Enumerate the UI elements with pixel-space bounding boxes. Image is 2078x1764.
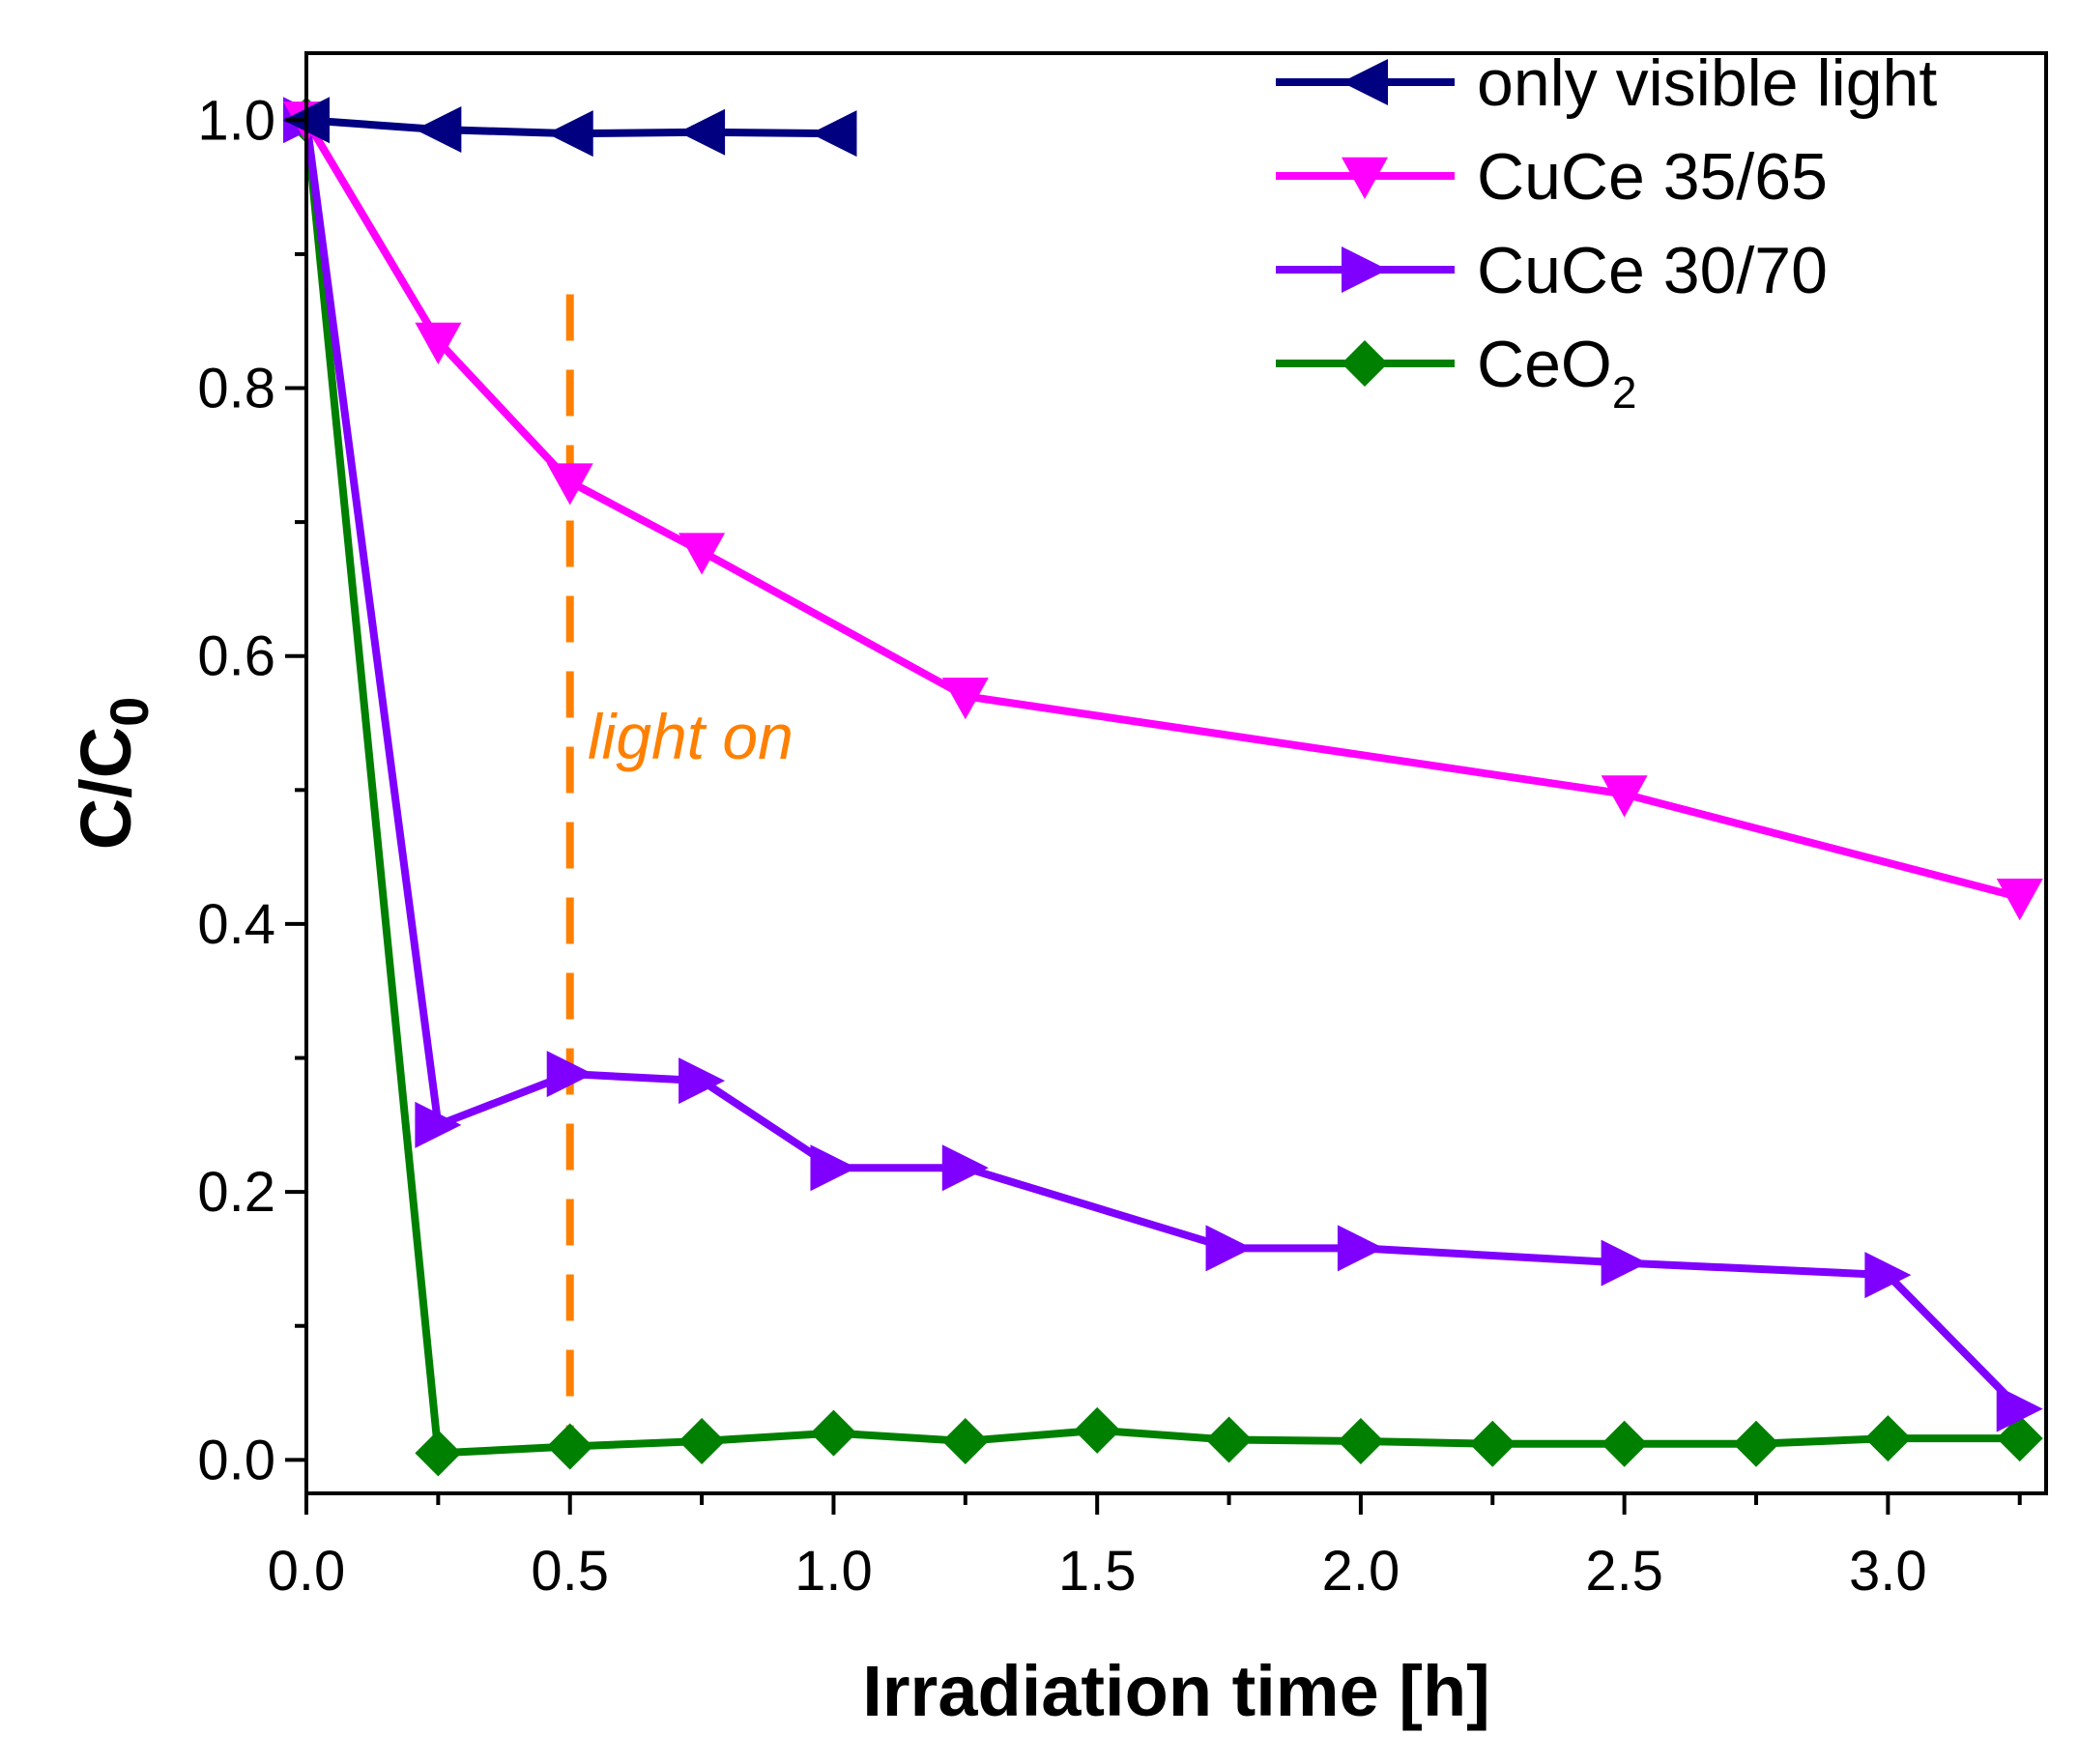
diamond-marker <box>1205 1416 1253 1463</box>
y-axis-title: C/C0 <box>66 697 159 851</box>
legend-label: only visible light <box>1477 46 1937 120</box>
triangle-right-marker <box>1337 1225 1384 1272</box>
triangle-down-marker <box>1342 157 1388 199</box>
y-tick-label: 1.0 <box>197 89 275 152</box>
triangle-right-marker <box>810 1144 857 1192</box>
triangle-left-marker <box>678 108 726 156</box>
triangle-right-marker <box>1996 1385 2043 1432</box>
x-tick-label: 1.0 <box>794 1540 873 1603</box>
triangle-down-marker <box>546 463 593 506</box>
x-tick-label: 3.0 <box>1849 1540 1927 1603</box>
plot-frame <box>304 51 2048 1495</box>
y-tick-label: 0.8 <box>197 358 275 420</box>
series-only-visible-light <box>283 97 857 158</box>
triangle-down-marker <box>1601 775 1648 818</box>
diamond-marker <box>546 1423 593 1470</box>
triangle-down-marker <box>415 322 462 364</box>
legend-item: CuCe 35/65 <box>1276 140 1828 214</box>
legend: only visible light CuCe 35/65 CuCe 30/70 Ce… <box>1276 46 1937 418</box>
diamond-marker <box>1864 1415 1912 1462</box>
triangle-down-marker <box>678 533 726 575</box>
triangle-left-marker <box>810 110 857 158</box>
triangle-down-marker <box>941 678 989 720</box>
triangle-right-marker <box>1342 246 1388 293</box>
diamond-marker <box>1996 1415 2043 1462</box>
legend-item: only visible light <box>1276 46 1937 120</box>
legend-label: CeO2 <box>1477 328 1636 418</box>
light-on-annotation: light on <box>588 701 794 772</box>
triangle-right-marker <box>941 1144 989 1192</box>
triangle-right-marker <box>1205 1225 1253 1272</box>
x-tick-label: 2.0 <box>1322 1540 1400 1603</box>
diamond-marker <box>1074 1406 1121 1454</box>
triangle-right-marker <box>678 1057 726 1105</box>
x-tick-label: 1.5 <box>1058 1540 1137 1603</box>
legend-label: CuCe 35/65 <box>1477 140 1828 214</box>
diamond-marker <box>941 1417 989 1464</box>
diamond-marker <box>678 1417 726 1464</box>
diamond-marker <box>1342 340 1388 387</box>
legend-label: CuCe 30/70 <box>1477 234 1828 307</box>
diamond-marker <box>1733 1420 1779 1467</box>
x-tick-label: 0.0 <box>268 1540 346 1603</box>
series-cuce-35-65 <box>283 101 2043 921</box>
x-axis-title: Irradiation time [h] <box>862 1651 1490 1731</box>
series-ceo <box>283 97 2043 1477</box>
legend-item: CeO2 <box>1276 328 1636 418</box>
y-tick-label: 0.4 <box>197 893 275 956</box>
y-tick-label: 0.6 <box>197 625 275 688</box>
series-line <box>303 119 2020 1458</box>
triangle-right-marker <box>1864 1252 1912 1299</box>
triangle-right-marker <box>1601 1239 1648 1287</box>
y-tick-label: 0.0 <box>197 1429 275 1491</box>
legend-item: CuCe 30/70 <box>1276 234 1828 307</box>
triangle-right-marker <box>415 1101 462 1148</box>
triangle-left-marker <box>415 106 462 154</box>
diamond-marker <box>415 1430 462 1477</box>
diamond-marker <box>1337 1417 1384 1464</box>
x-tick-label: 0.5 <box>531 1540 609 1603</box>
triangle-right-marker <box>546 1051 593 1098</box>
diamond-marker <box>1469 1420 1516 1467</box>
series-line <box>303 119 2023 1412</box>
diamond-marker <box>810 1409 857 1457</box>
triangle-left-marker <box>546 110 593 158</box>
axis-ticks: 0.0 0.5 1.0 1.5 2.0 2.5 3.0 0.0 0.2 0.4 0.6 0.8 1.0 <box>197 89 2022 1603</box>
triangle-down-marker <box>1996 879 2043 921</box>
triangle-left-marker <box>1342 59 1388 105</box>
x-tick-label: 2.5 <box>1585 1540 1663 1603</box>
y-tick-label: 0.2 <box>197 1161 275 1224</box>
diamond-marker <box>1601 1420 1648 1467</box>
